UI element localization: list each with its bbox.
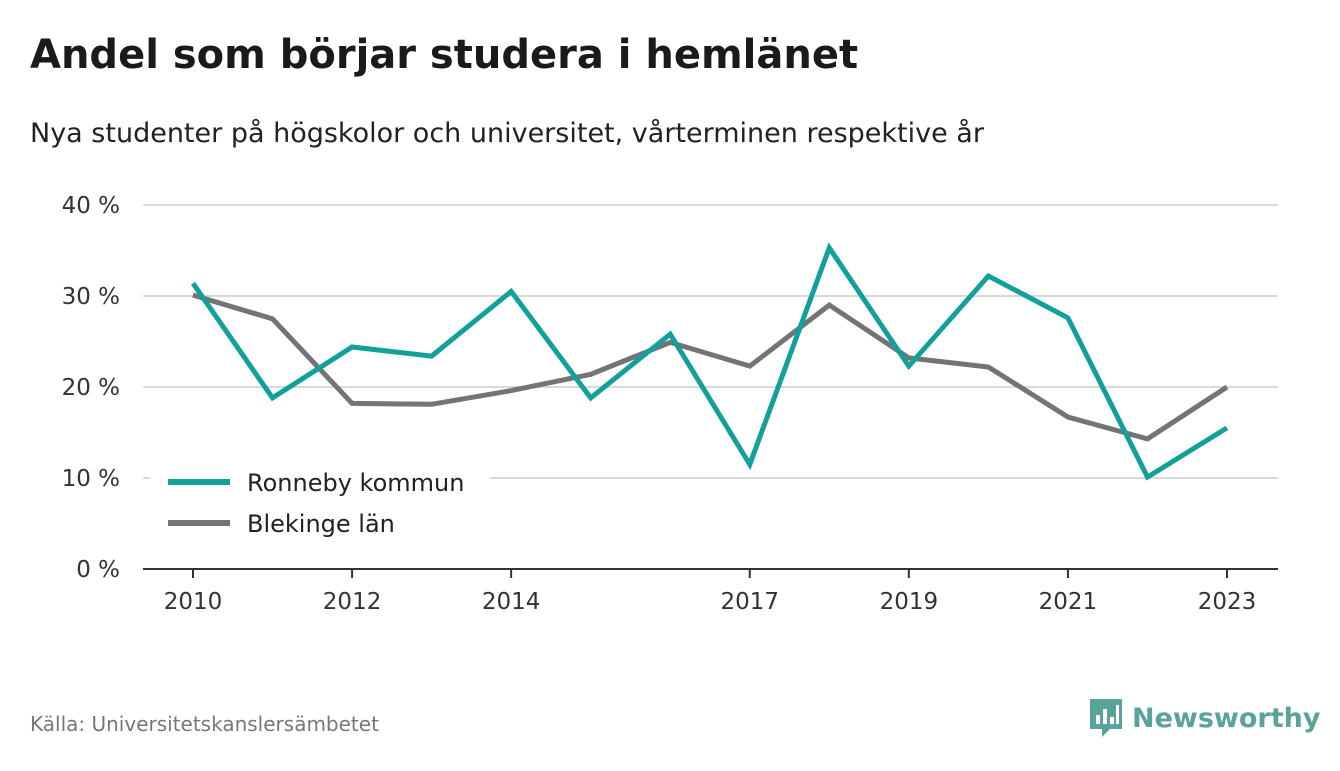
- y-tick-label: 20 %: [62, 375, 120, 401]
- chart-title: Andel som börjar studera i hemlänet: [30, 32, 859, 78]
- y-tick-label: 10 %: [62, 466, 120, 492]
- y-axis-labels: 0 % 10 % 20 % 30 % 40 %: [62, 193, 120, 583]
- x-tick-label: 2014: [482, 589, 541, 615]
- x-tick-label: 2019: [880, 589, 939, 615]
- y-tick-label: 40 %: [62, 193, 120, 219]
- brand-name: Newsworthy: [1132, 702, 1321, 734]
- legend: Ronneby kommun Blekinge län: [150, 462, 490, 538]
- legend-label-0: Ronneby kommun: [247, 469, 464, 497]
- line-chart: 0 % 10 % 20 % 30 % 40 % 2010 2012 2014 2017 2019…: [62, 193, 1278, 615]
- x-tick-label: 2023: [1198, 589, 1257, 615]
- x-tick-label: 2017: [720, 589, 779, 615]
- x-tick-label: 2012: [323, 589, 382, 615]
- y-tick-label: 0 %: [76, 557, 120, 583]
- legend-label-1: Blekinge län: [247, 510, 395, 538]
- newsworthy-logo-icon: [1090, 699, 1122, 737]
- x-tick-label: 2010: [164, 589, 223, 615]
- chart-subtitle: Nya studenter på högskolor och universit…: [30, 118, 984, 149]
- source-note: Källa: Universitetskanslersämbetet: [30, 712, 379, 736]
- x-tick-label: 2021: [1039, 589, 1098, 615]
- x-axis: 2010 2012 2014 2017 2019 2021 2023: [143, 568, 1278, 615]
- y-tick-label: 30 %: [62, 284, 120, 310]
- grid-lines: [143, 204, 1278, 479]
- series-line-0: [190, 242, 1229, 481]
- series-line-1: [192, 292, 1229, 442]
- series-lines: [190, 242, 1229, 481]
- brand-logo[interactable]: Newsworthy: [1088, 697, 1320, 739]
